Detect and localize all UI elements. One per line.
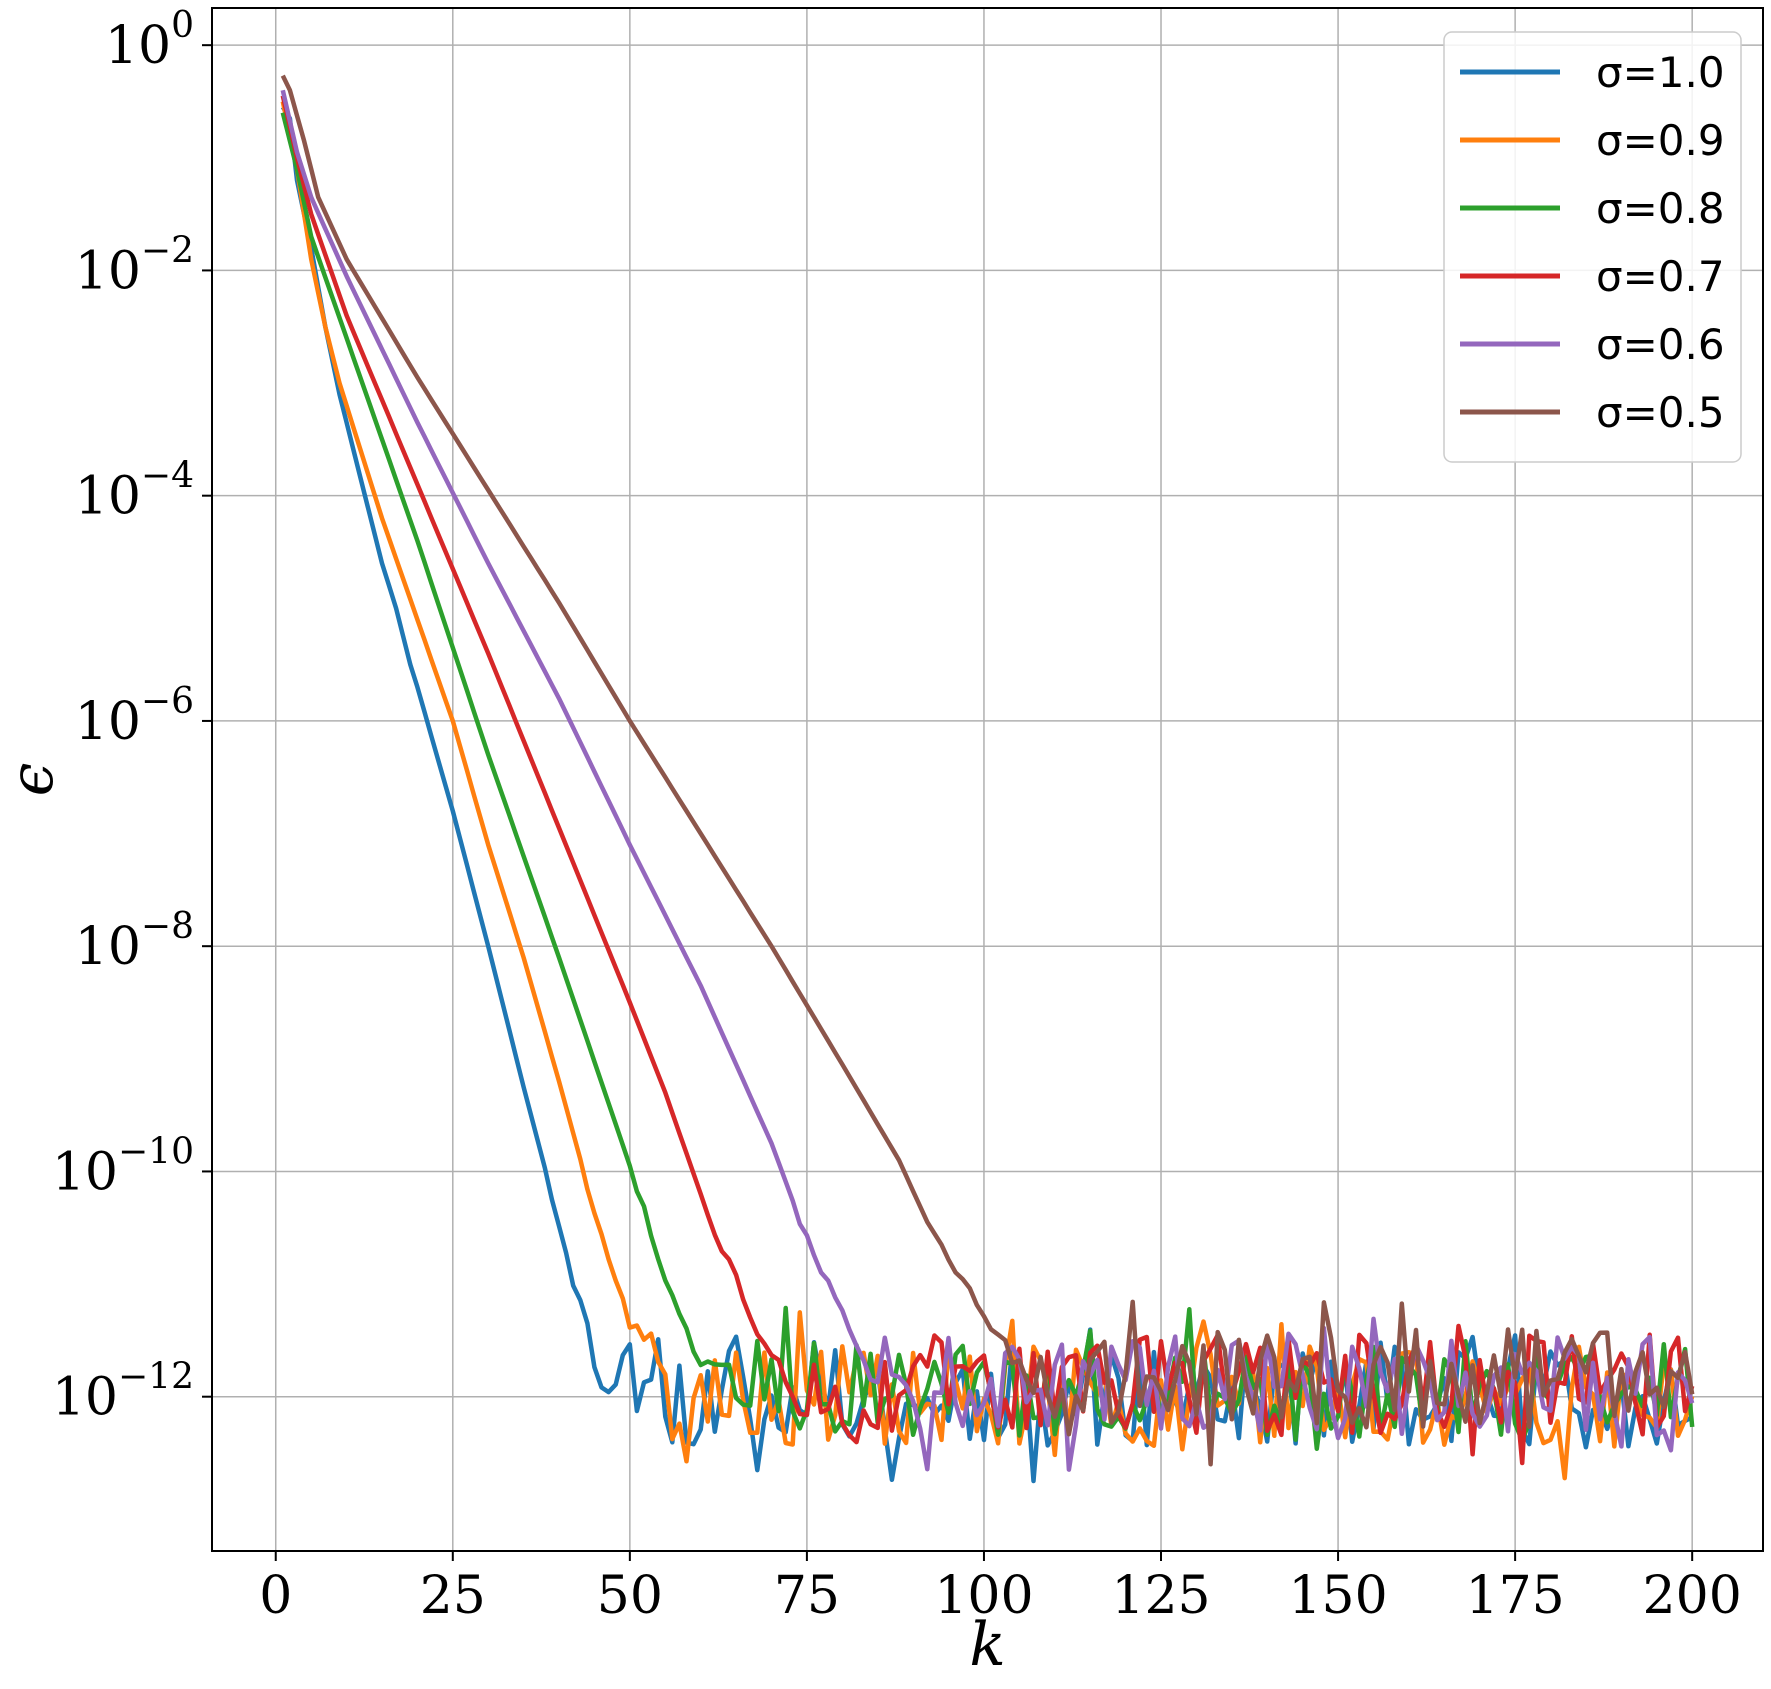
y-tick-label: 100 [105, 5, 194, 76]
series-lines [280, 74, 1695, 1484]
x-tick-label: 75 [774, 1566, 840, 1626]
x-tick-label: 25 [420, 1566, 486, 1626]
x-ticks: 0 25 50 75 100 125 150 175 200 [259, 1551, 1742, 1626]
plot-frame [211, 7, 1764, 1552]
y-tick-label: 10−2 [75, 230, 194, 301]
x-axis-label: k [969, 1610, 1005, 1680]
legend-label: σ=0.6 [1596, 320, 1725, 369]
x-tick-label: 125 [1111, 1566, 1210, 1626]
y-axis-label: ϵ [0, 763, 67, 797]
x-tick-label: 200 [1643, 1566, 1742, 1626]
x-tick-label: 100 [934, 1566, 1033, 1626]
y-tick-label: 10−12 [52, 1357, 194, 1428]
series-line [280, 95, 1695, 1466]
legend-label: σ=1.0 [1596, 48, 1725, 97]
y-tick-label: 10−4 [75, 456, 194, 527]
x-tick-label: 0 [259, 1566, 292, 1626]
legend-label: σ=0.9 [1596, 116, 1725, 165]
x-tick-label: 50 [597, 1566, 663, 1626]
y-tick-label: 10−8 [75, 906, 194, 977]
x-tick-label: 150 [1288, 1566, 1387, 1626]
legend-label: σ=0.8 [1596, 184, 1725, 233]
legend-label: σ=0.5 [1596, 388, 1725, 437]
y-tick-label: 10−6 [75, 681, 194, 752]
x-tick-label: 175 [1465, 1566, 1564, 1626]
legend: σ=1.0 σ=0.9 σ=0.8 σ=0.7 σ=0.6 σ=0.5 [1443, 31, 1742, 463]
y-tick-label: 10−10 [52, 1131, 194, 1202]
y-ticks: 100 10−2 10−4 10−6 10−8 10−10 10−12 [52, 5, 212, 1428]
legend-label: σ=0.7 [1596, 252, 1725, 301]
series-line [280, 74, 1695, 1467]
